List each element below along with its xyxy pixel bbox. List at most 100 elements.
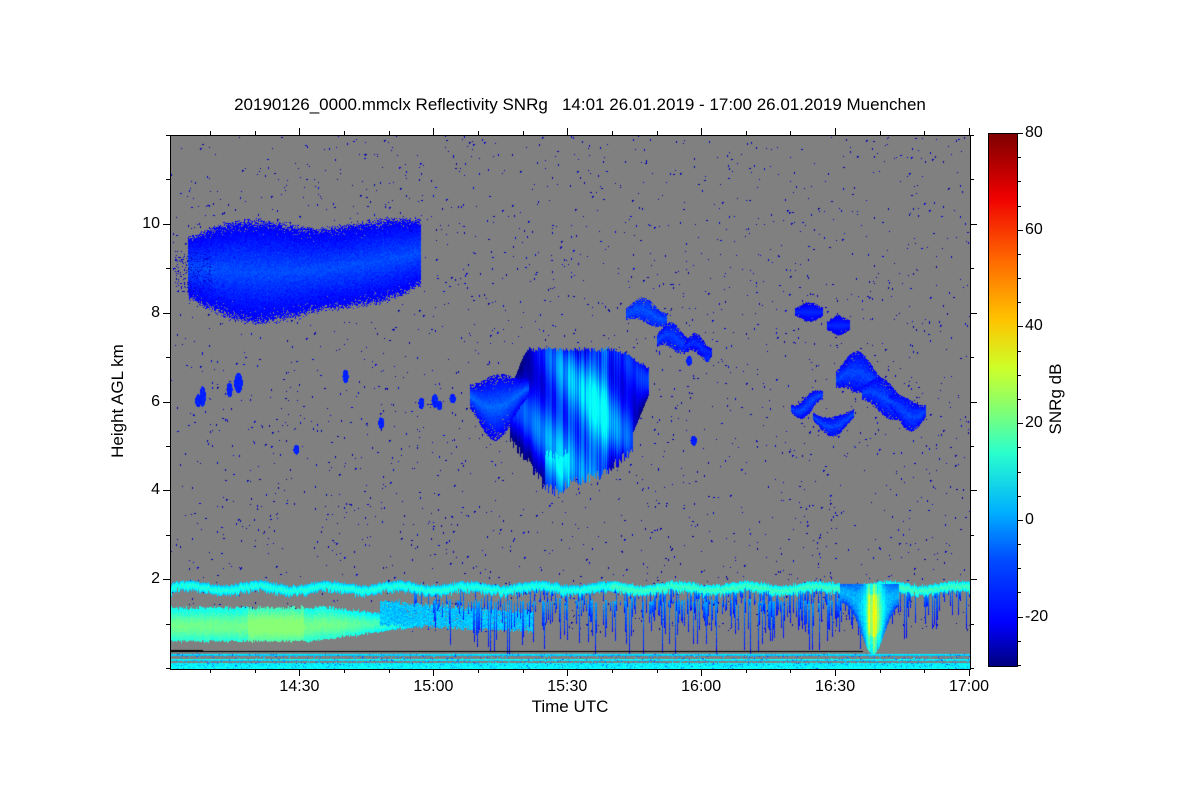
y-tick-minor — [970, 445, 974, 447]
y-tick-major — [970, 579, 977, 581]
colorbar — [988, 133, 1018, 667]
x-tick-minor — [790, 131, 792, 135]
x-tick-label: 14:30 — [279, 678, 320, 695]
colorbar-tick-label: 80 — [1025, 124, 1043, 141]
y-tick-minor — [970, 135, 974, 136]
x-tick-label: 15:00 — [413, 678, 454, 695]
y-tick-minor — [166, 534, 170, 536]
x-tick-label: 15:30 — [547, 678, 588, 695]
x-tick-minor — [611, 669, 613, 673]
colorbar-tick-minor — [1017, 640, 1021, 642]
x-tick-major — [299, 128, 301, 135]
x-tick-minor — [656, 131, 658, 135]
colorbar-tick-minor — [1017, 447, 1021, 449]
colorbar-tick-minor — [1017, 665, 1021, 666]
colorbar-title: SNRg dB — [1046, 363, 1065, 435]
colorbar-tick-minor — [1017, 302, 1021, 304]
colorbar-tick-minor — [1017, 495, 1021, 497]
y-tick-major — [970, 223, 977, 225]
colorbar-tick-major — [1017, 133, 1023, 134]
colorbar-tick-label: 60 — [1025, 220, 1043, 238]
x-tick-major — [299, 669, 301, 676]
y-tick-label: 8 — [151, 303, 160, 321]
colorbar-tick-minor — [1017, 278, 1021, 280]
y-tick-minor — [970, 534, 974, 536]
x-tick-major — [567, 669, 569, 676]
x-tick-minor — [210, 131, 212, 135]
y-tick-major — [970, 401, 977, 403]
page-title: 20190126_0000.mmclx Reflectivity SNRg 14… — [234, 95, 926, 114]
colorbar-tick-minor — [1017, 350, 1021, 352]
y-tick-minor — [166, 668, 170, 669]
x-tick-minor — [611, 131, 613, 135]
y-tick-minor — [166, 445, 170, 447]
x-tick-major — [835, 669, 837, 676]
x-tick-minor — [254, 669, 256, 673]
colorbar-tick-major — [1017, 519, 1023, 521]
y-tick-minor — [166, 623, 170, 625]
plot-area[interactable] — [170, 135, 971, 670]
colorbar-tick-minor — [1017, 544, 1021, 546]
colorbar-tick-label: 20 — [1025, 414, 1043, 432]
x-tick-minor — [790, 669, 792, 673]
x-tick-major — [969, 128, 970, 135]
x-tick-label: 17:00 — [948, 678, 990, 695]
x-tick-minor — [477, 669, 479, 673]
y-tick-minor — [166, 135, 170, 136]
x-tick-minor — [879, 669, 881, 673]
colorbar-tick-major — [1017, 616, 1023, 618]
x-tick-minor — [254, 131, 256, 135]
x-tick-minor — [210, 669, 212, 673]
x-tick-minor — [745, 669, 747, 673]
x-tick-major — [701, 669, 703, 676]
x-tick-major — [835, 128, 837, 135]
x-tick-minor — [388, 131, 390, 135]
y-tick-minor — [166, 268, 170, 270]
x-tick-major — [969, 669, 970, 676]
colorbar-tick-minor — [1017, 374, 1021, 376]
y-tick-minor — [970, 668, 974, 669]
y-tick-label: 4 — [151, 481, 160, 499]
x-tick-minor — [924, 131, 926, 135]
y-tick-minor — [970, 179, 974, 181]
x-tick-minor — [522, 131, 524, 135]
y-tick-major — [163, 223, 170, 225]
x-axis-title: Time UTC — [531, 697, 609, 716]
x-tick-major — [567, 128, 569, 135]
colorbar-tick-label: 0 — [1025, 510, 1034, 528]
colorbar-tick-minor — [1017, 253, 1021, 255]
x-tick-minor — [879, 131, 881, 135]
y-tick-major — [163, 490, 170, 492]
y-tick-major — [970, 312, 977, 314]
x-tick-minor — [344, 669, 346, 673]
colorbar-tick-minor — [1017, 399, 1021, 400]
colorbar-tick-label: -20 — [1025, 607, 1049, 625]
x-tick-minor — [924, 669, 926, 673]
y-tick-minor — [970, 623, 974, 625]
x-tick-major — [701, 128, 703, 135]
y-axis-title: Height AGL km — [108, 344, 127, 458]
y-tick-minor — [970, 268, 974, 270]
colorbar-tick-minor — [1017, 592, 1021, 594]
colorbar-tick-minor — [1017, 568, 1021, 570]
y-tick-major — [163, 401, 170, 403]
colorbar-tick-major — [1017, 326, 1023, 328]
x-tick-minor — [388, 669, 390, 673]
y-tick-label: 6 — [151, 392, 160, 410]
y-tick-minor — [166, 179, 170, 181]
y-tick-major — [163, 579, 170, 581]
colorbar-tick-minor — [1017, 157, 1021, 159]
x-tick-minor — [522, 669, 524, 673]
x-tick-minor — [344, 131, 346, 135]
colorbar-tick-minor — [1017, 471, 1021, 473]
y-tick-major — [163, 312, 170, 314]
y-tick-minor — [970, 357, 974, 359]
y-tick-label: 10 — [142, 214, 160, 232]
x-tick-label: 16:00 — [681, 678, 722, 695]
x-tick-major — [433, 669, 435, 676]
colorbar-tick-minor — [1017, 205, 1021, 207]
x-tick-minor — [656, 669, 658, 673]
colorbar-tick-minor — [1017, 181, 1021, 183]
colorbar-tick-major — [1017, 423, 1023, 425]
